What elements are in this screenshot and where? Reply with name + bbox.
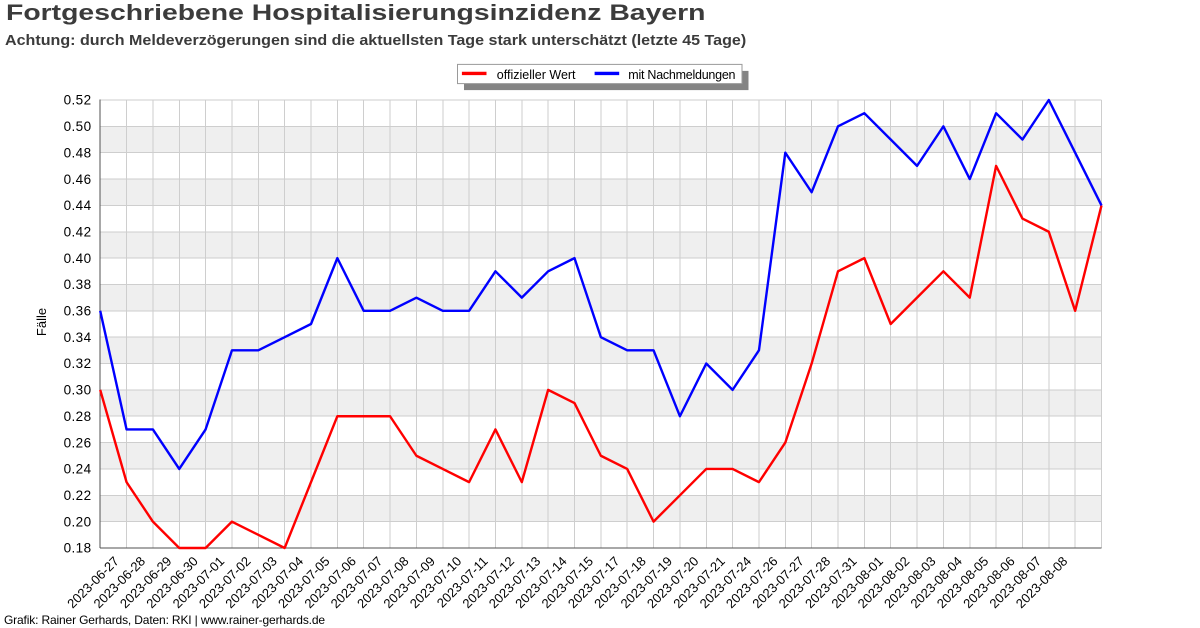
svg-text:0.38: 0.38 — [64, 277, 92, 292]
svg-text:0.28: 0.28 — [64, 409, 92, 424]
svg-text:mit Nachmeldungen: mit Nachmeldungen — [628, 68, 735, 82]
svg-text:0.50: 0.50 — [64, 119, 92, 134]
svg-text:0.36: 0.36 — [64, 304, 92, 319]
svg-text:0.32: 0.32 — [64, 356, 92, 371]
svg-text:0.26: 0.26 — [64, 435, 92, 450]
svg-text:offizieller Wert: offizieller Wert — [497, 68, 576, 82]
svg-text:0.42: 0.42 — [64, 224, 92, 239]
svg-text:0.52: 0.52 — [64, 93, 92, 108]
svg-text:0.40: 0.40 — [64, 251, 92, 266]
svg-text:0.22: 0.22 — [64, 488, 92, 503]
svg-text:0.44: 0.44 — [64, 198, 92, 213]
svg-text:0.18: 0.18 — [64, 541, 92, 556]
svg-text:0.24: 0.24 — [64, 462, 92, 477]
svg-text:Fälle: Fälle — [34, 308, 49, 336]
svg-text:0.20: 0.20 — [64, 514, 92, 529]
svg-text:0.46: 0.46 — [64, 172, 92, 187]
svg-text:0.48: 0.48 — [64, 145, 92, 160]
svg-text:0.30: 0.30 — [64, 383, 92, 398]
svg-text:0.34: 0.34 — [64, 330, 92, 345]
